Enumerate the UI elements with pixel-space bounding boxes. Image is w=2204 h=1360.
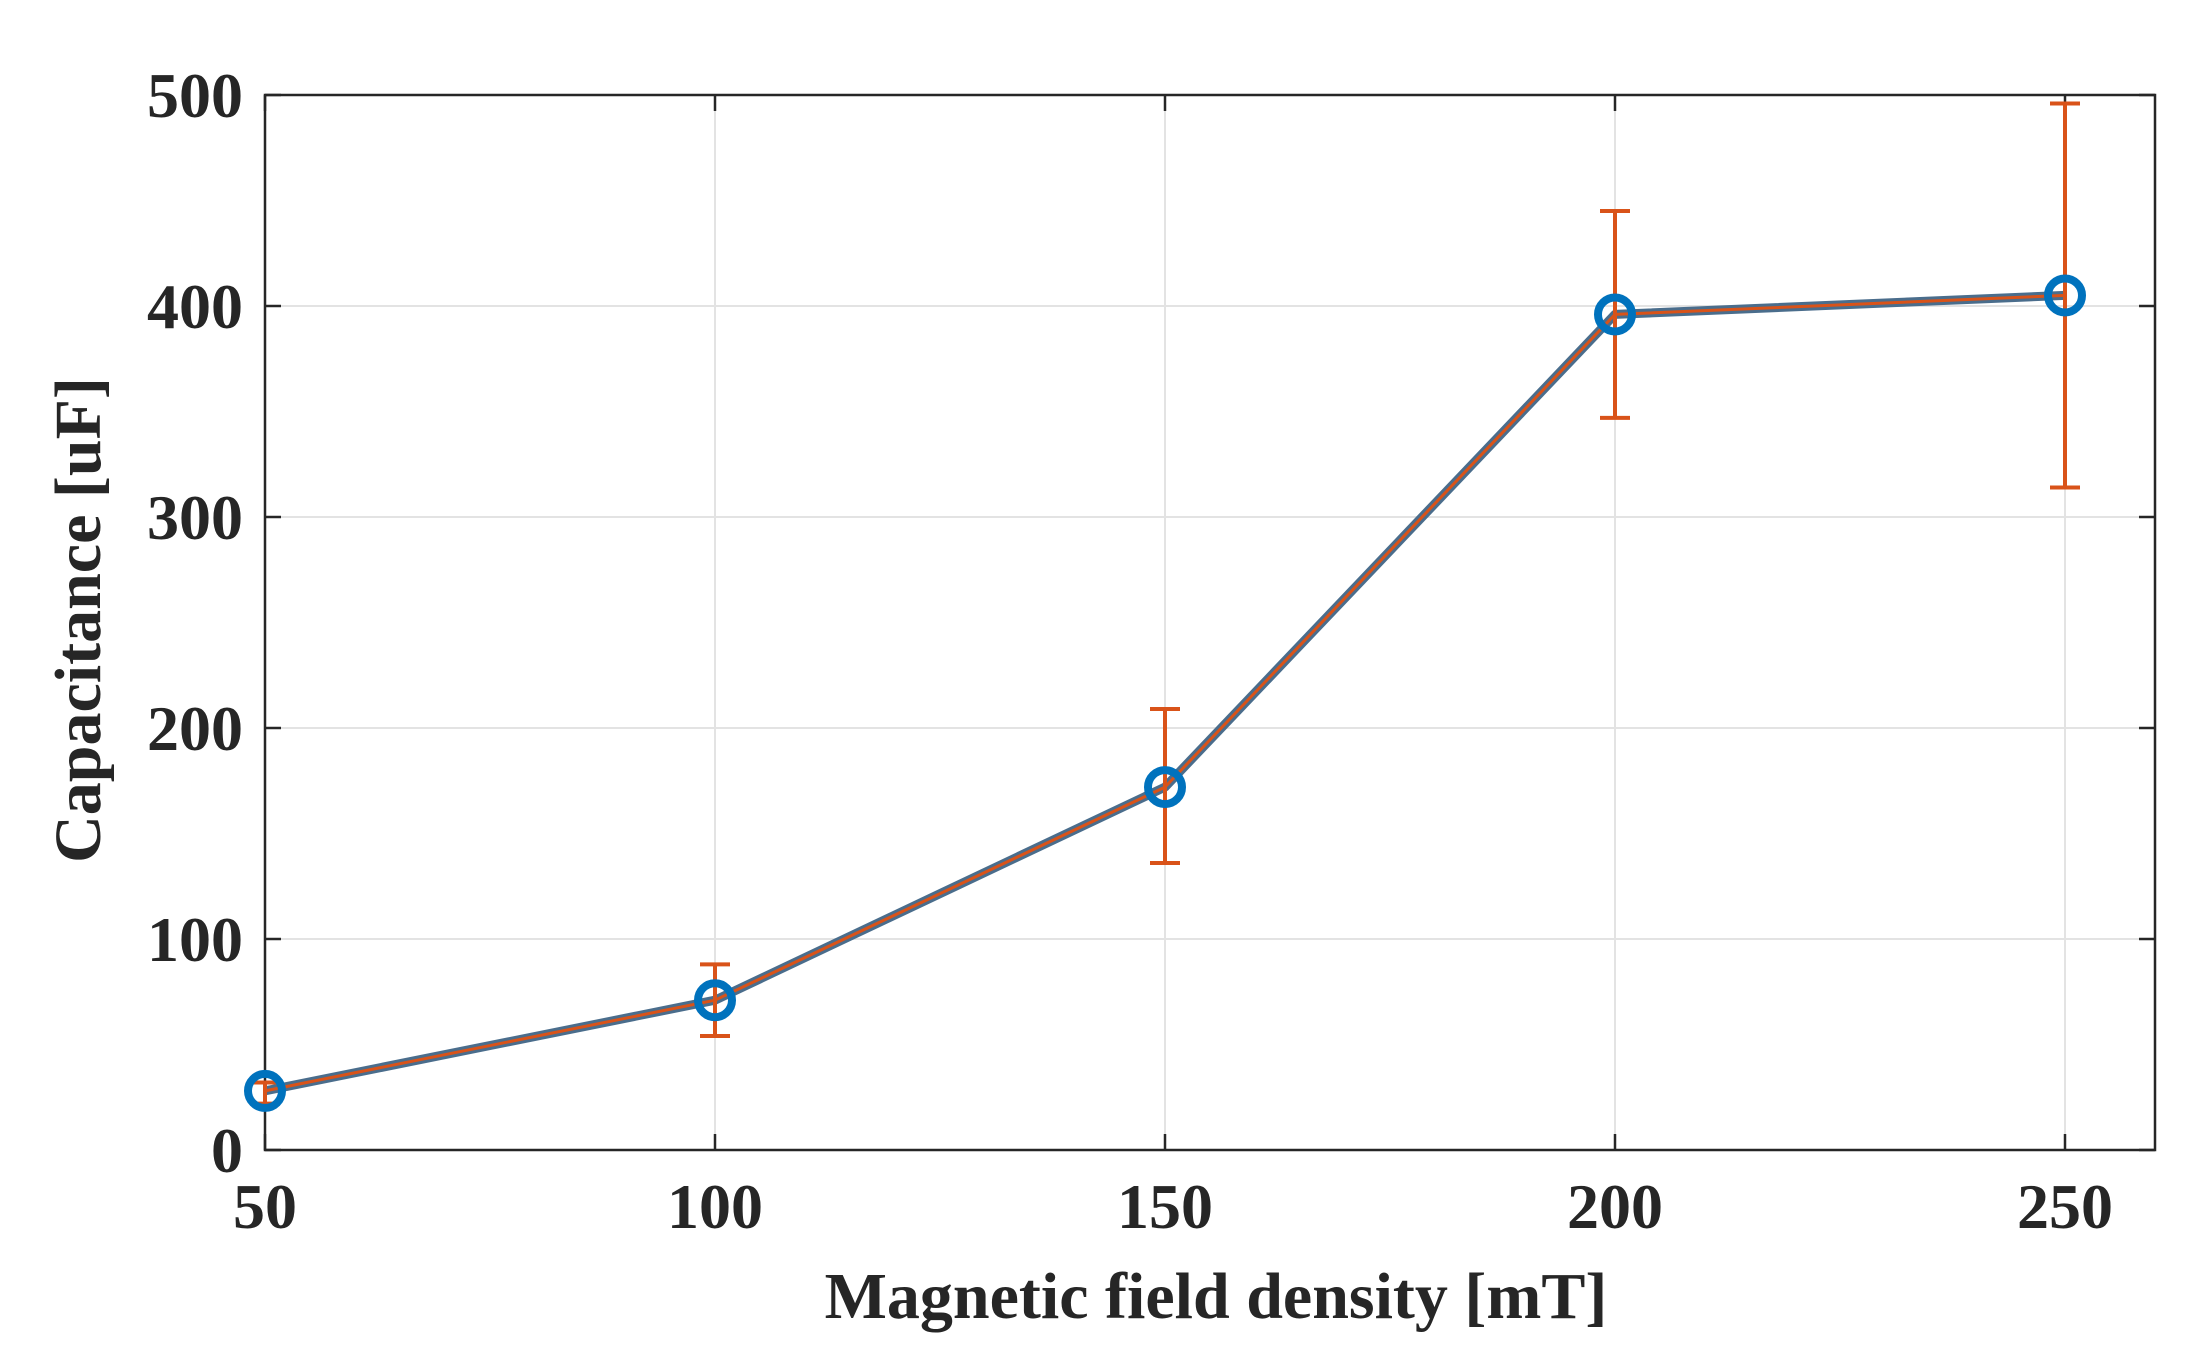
y-axis-title: Capacitance [uF]: [42, 377, 115, 863]
y-tick-label-300: 300: [147, 482, 243, 553]
y-tick-label-200: 200: [147, 693, 243, 764]
data-point-250: [2044, 274, 2086, 317]
error-bar-250: [2050, 101, 2080, 490]
x-tick-label-50: 50: [233, 1171, 297, 1242]
data-point-150: [1144, 766, 1186, 809]
x-tick-label-100: 100: [667, 1171, 763, 1242]
error-bar-150: [1150, 707, 1180, 866]
y-tick-label-500: 500: [147, 60, 243, 131]
axes: [263, 93, 2157, 1152]
data-point-200: [1594, 293, 1636, 336]
ticks: 50 100 150 200 250 0 100 200 300 400 500: [147, 60, 2155, 1242]
plot-frame: [263, 93, 2157, 1152]
data-series: [244, 101, 2086, 1112]
x-tick-label-200: 200: [1567, 1171, 1663, 1242]
x-axis-title: Magnetic field density [mT]: [825, 1260, 1608, 1333]
y-tick-label-400: 400: [147, 271, 243, 342]
y-tick-label-100: 100: [147, 904, 243, 975]
data-point-100: [694, 979, 736, 1022]
error-bar-100: [700, 962, 730, 1039]
error-bar-200: [1600, 209, 1630, 420]
y-tick-label-0: 0: [211, 1115, 243, 1186]
x-tick-label-250: 250: [2017, 1171, 2113, 1242]
data-point-50: [244, 1069, 286, 1112]
x-tick-label-150: 150: [1117, 1171, 1213, 1242]
